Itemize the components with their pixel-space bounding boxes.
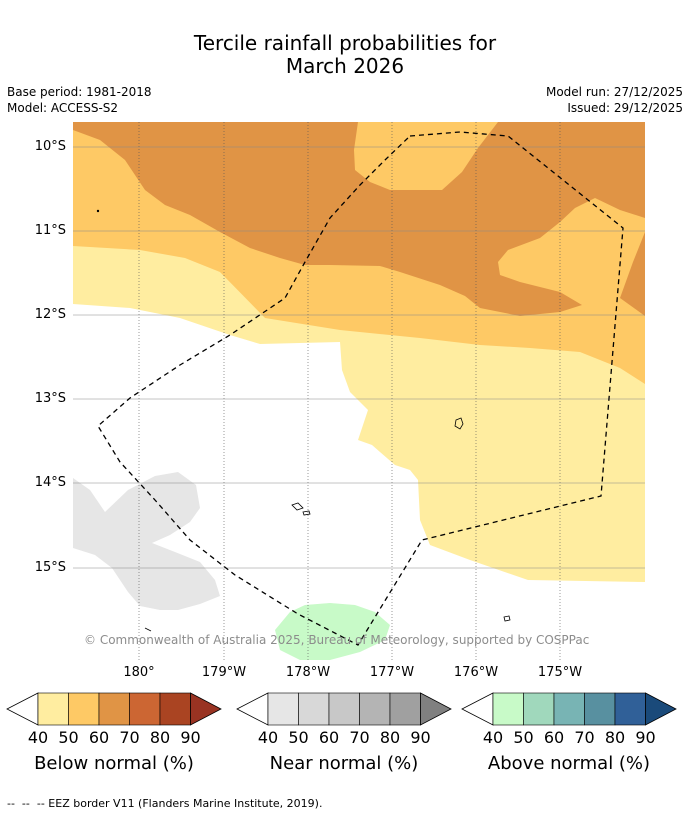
colorbar-above <box>461 692 677 726</box>
colorbar-tick: 60 <box>543 728 565 747</box>
lon-label: 179°W <box>201 665 247 680</box>
lat-label: 13°S <box>34 391 66 406</box>
colorbar-tick: 70 <box>574 728 595 747</box>
lon-label: 178°W <box>285 665 331 680</box>
niuatoputapu-island <box>503 615 511 622</box>
colorbar-tick: 60 <box>88 728 110 747</box>
colorbar-title-below: Below normal (%) <box>34 753 194 774</box>
lat-label: 15°S <box>34 560 66 575</box>
latitude-lines <box>73 146 645 569</box>
colorbar-tick: 90 <box>635 728 656 747</box>
map-title-line2: March 2026 <box>285 54 405 78</box>
tiny-island <box>96 209 100 213</box>
model-name: Model: ACCESS-S2 <box>7 101 119 115</box>
colorbar-title-above: Above normal (%) <box>487 753 651 774</box>
issued-date: Issued: 29/12/2025 <box>567 101 683 115</box>
colorbar-tick: 60 <box>318 728 340 747</box>
below-normal-60-70-patch <box>620 232 645 316</box>
wallis-island <box>454 417 464 430</box>
colorbar-title-near: Near normal (%) <box>269 753 419 774</box>
lon-label: 176°W <box>453 665 499 680</box>
colorbar-tick: 90 <box>410 728 431 747</box>
map-title-line1: Tercile rainfall probabilities for <box>193 31 497 55</box>
colorbar-tick: 40 <box>257 728 279 747</box>
colorbar-tick: 40 <box>27 728 49 747</box>
lat-label: 10°S <box>34 139 66 154</box>
islands <box>96 209 511 632</box>
colorbar-tick: 80 <box>149 728 171 747</box>
colorbar-near <box>236 692 452 726</box>
lon-label: 180° <box>123 665 155 680</box>
copyright-notice: © Commonwealth of Australia 2025, Bureau… <box>84 633 590 647</box>
colorbar-tick: 50 <box>288 728 309 747</box>
samoa-island-upolu <box>291 502 304 511</box>
colorbar-tick: 50 <box>58 728 79 747</box>
colorbar-tick: 80 <box>379 728 401 747</box>
lon-label: 175°W <box>537 665 583 680</box>
below-normal-60-70-region <box>73 122 645 316</box>
lat-label: 11°S <box>34 223 66 238</box>
colorbar-tick: 50 <box>513 728 534 747</box>
colorbar-below <box>6 692 222 726</box>
eez-border <box>97 131 624 646</box>
colorbar-tick: 70 <box>119 728 140 747</box>
colorbar-tick: 90 <box>180 728 201 747</box>
samoa-island-small <box>302 510 311 516</box>
model-run: Model run: 27/12/2025 <box>545 85 683 99</box>
tiny-islet-south <box>144 627 152 632</box>
lon-label: 177°W <box>369 665 415 680</box>
lat-label: 14°S <box>34 475 66 490</box>
map-area <box>73 122 645 660</box>
near-normal-40-50-region-west <box>73 472 220 610</box>
base-period: Base period: 1981-2018 <box>7 85 152 99</box>
lat-label: 12°S <box>34 307 66 322</box>
colorbar-tick: 80 <box>604 728 626 747</box>
colorbar-tick: 40 <box>482 728 504 747</box>
colorbar-tick: 70 <box>349 728 370 747</box>
eez-legend-footer: -- -- -- EEZ border V11 (Flanders Marine… <box>7 797 323 810</box>
